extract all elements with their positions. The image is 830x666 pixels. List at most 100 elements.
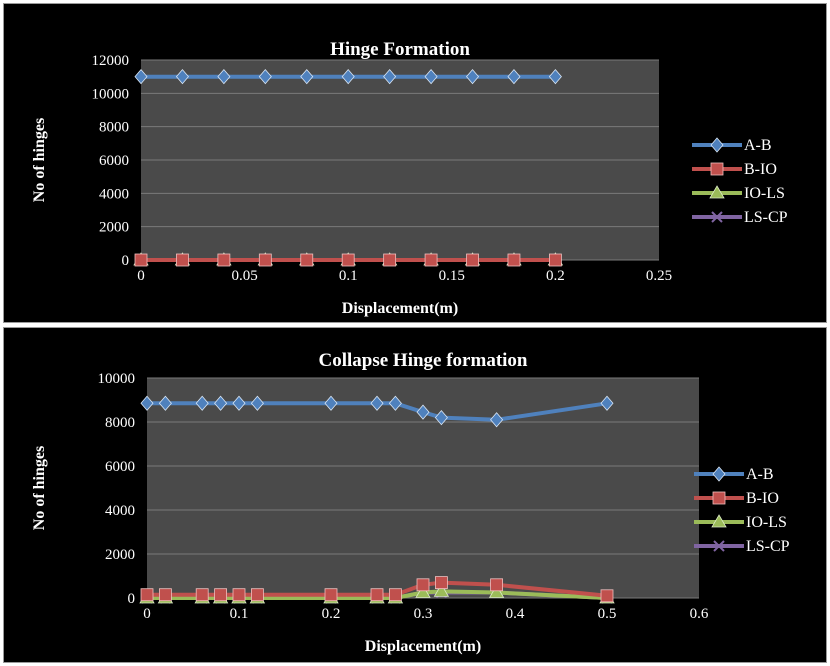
- data-point-a-b: [140, 395, 154, 411]
- data-point-b-io: [176, 253, 189, 267]
- data-point-b-io: [140, 588, 154, 602]
- legend-marker-ls-cp: [711, 211, 723, 223]
- hinge-formation-title: Hinge Formation: [330, 39, 470, 60]
- data-point-a-b: [370, 395, 384, 411]
- legend-label-ls-cp: LS-CP: [746, 538, 790, 555]
- hinge-formation-chart: 0 2000 4000 6000 8000 10000 12000 0 0.05 0.1 0.15 0…: [31, 39, 788, 317]
- data-point-a-b: [195, 395, 209, 411]
- data-point-a-b: [158, 395, 172, 411]
- data-point-b-io: [416, 578, 430, 592]
- data-point-a-b: [434, 409, 448, 426]
- collapse-hinge-formation-y-tick-label: 0: [128, 591, 136, 607]
- hinge-formation-x-tick-label: 0.1: [339, 268, 358, 284]
- collapse-hinge-formation-chart: 0 2000 4000 6000 8000 10000 0 0.1 0.2 0.3 0.4 0.5 0.…: [31, 350, 790, 655]
- data-point-b-io: [232, 588, 246, 602]
- hinge-formation-x-tick-label: 0.25: [646, 268, 672, 284]
- collapse-hinge-formation-chart-panel: 0 2000 4000 6000 8000 10000 0 0.1 0.2 0.3 0.4 0.5 0.…: [3, 327, 827, 663]
- collapse-hinge-formation-y-tick-label: 2000: [105, 547, 135, 563]
- hinge-formation-y-tick-label: 2000: [99, 220, 129, 236]
- data-point-b-io: [507, 253, 521, 267]
- series-a-b: [140, 395, 614, 428]
- data-point-b-io: [134, 253, 148, 267]
- legend-item-b-io: B-IO: [694, 490, 779, 507]
- collapse-hinge-formation-x-tick-label: 0.6: [690, 606, 709, 622]
- data-point-b-io: [388, 588, 402, 602]
- collapse-hinge-formation-x-tick-label: 0: [143, 606, 151, 622]
- data-point-a-b: [341, 69, 355, 85]
- hinge-formation-y-tick-label: 8000: [99, 120, 129, 136]
- series-b-io: [140, 576, 614, 603]
- data-point-b-io: [466, 253, 479, 267]
- data-point-b-io: [424, 253, 438, 267]
- hinge-formation-chart-panel: 0 2000 4000 6000 8000 10000 12000 0 0.05 0.1 0.15 0…: [3, 3, 827, 323]
- hinge-formation-x-tick-label: 0.2: [546, 268, 565, 284]
- hinge-formation-y-axis-label: No of hinges: [31, 118, 48, 202]
- hinge-formation-y-tick-label: 4000: [99, 186, 129, 202]
- collapse-hinge-formation-x-tick-label: 0.4: [506, 606, 525, 622]
- legend-label-io-ls: IO-LS: [744, 185, 785, 202]
- collapse-hinge-formation-x-tick-label: 0.1: [230, 606, 249, 622]
- data-point-a-b: [424, 69, 438, 85]
- collapse-hinge-formation-y-tick-label: 10000: [98, 371, 136, 387]
- legend-item-b-io: B-IO: [692, 161, 777, 178]
- legend-marker-a-b: [710, 137, 724, 153]
- hinge-formation-x-axis-label: Displacement(m): [342, 300, 458, 317]
- collapse-hinge-formation-title: Collapse Hinge formation: [319, 350, 528, 371]
- data-point-a-b: [324, 395, 338, 411]
- data-point-io-ls: [488, 584, 505, 598]
- data-point-a-b: [548, 69, 562, 85]
- data-point-b-io: [158, 588, 172, 602]
- series-a-b: [134, 69, 562, 85]
- legend-label-b-io: B-IO: [746, 490, 779, 507]
- data-point-b-io: [490, 578, 504, 592]
- data-point-a-b: [383, 69, 397, 85]
- collapse-hinge-formation-y-axis-label: No of hinges: [31, 446, 48, 530]
- data-point-b-io: [324, 588, 338, 602]
- data-point-a-b: [490, 412, 504, 428]
- hinge-formation-y-tick-label: 0: [122, 253, 130, 269]
- data-point-a-b: [507, 69, 521, 85]
- data-point-a-b: [300, 69, 314, 85]
- data-point-io-ls: [415, 584, 431, 598]
- data-point-a-b: [416, 404, 430, 420]
- legend-label-a-b: A-B: [746, 466, 774, 483]
- legend-label-a-b: A-B: [744, 137, 772, 154]
- hinge-formation-y-tick-label: 6000: [99, 153, 129, 169]
- hinge-formation-y-tick-label: 10000: [92, 86, 130, 102]
- legend-label-io-ls: IO-LS: [746, 514, 787, 531]
- legend-marker-ls-cp: [713, 540, 725, 552]
- collapse-hinge-formation-x-axis-label: Displacement(m): [365, 638, 481, 655]
- data-point-b-io: [258, 253, 272, 267]
- legend-item-io-ls: IO-LS: [692, 185, 785, 202]
- collapse-hinge-formation-x-tick-label: 0.3: [414, 606, 433, 622]
- data-point-a-b: [134, 69, 148, 85]
- legend-marker-b-io: [710, 162, 724, 176]
- data-point-a-b: [600, 395, 614, 411]
- data-point-a-b: [258, 69, 272, 85]
- data-point-a-b: [388, 395, 402, 411]
- hinge-formation-x-tick-label: 0: [137, 268, 145, 284]
- data-point-b-io: [600, 589, 614, 603]
- legend-item-ls-cp: LS-CP: [694, 538, 790, 555]
- collapse-hinge-formation-y-tick-label: 6000: [105, 459, 135, 475]
- legend-label-b-io: B-IO: [744, 161, 777, 178]
- data-point-io-ls: [433, 583, 450, 597]
- legend-marker-io-ls: [709, 185, 725, 199]
- data-point-b-io: [214, 588, 228, 602]
- data-point-b-io: [300, 253, 314, 267]
- hinge-formation-x-tick-label: 0.05: [231, 268, 257, 284]
- collapse-hinge-formation-y-tick-label: 8000: [105, 415, 135, 431]
- data-point-a-b: [175, 69, 189, 85]
- legend-item-a-b: A-B: [694, 466, 774, 483]
- data-point-b-io: [341, 253, 355, 267]
- data-point-b-io: [370, 588, 384, 602]
- data-point-b-io: [217, 253, 231, 267]
- data-point-b-io: [250, 588, 264, 602]
- legend-label-ls-cp: LS-CP: [744, 209, 788, 226]
- data-point-a-b: [465, 69, 480, 85]
- legend-item-ls-cp: LS-CP: [692, 209, 788, 226]
- data-point-a-b: [250, 395, 264, 411]
- series-b-io: [134, 253, 562, 267]
- data-point-a-b: [217, 69, 231, 85]
- hinge-formation-x-tick-label: 0.15: [439, 268, 465, 284]
